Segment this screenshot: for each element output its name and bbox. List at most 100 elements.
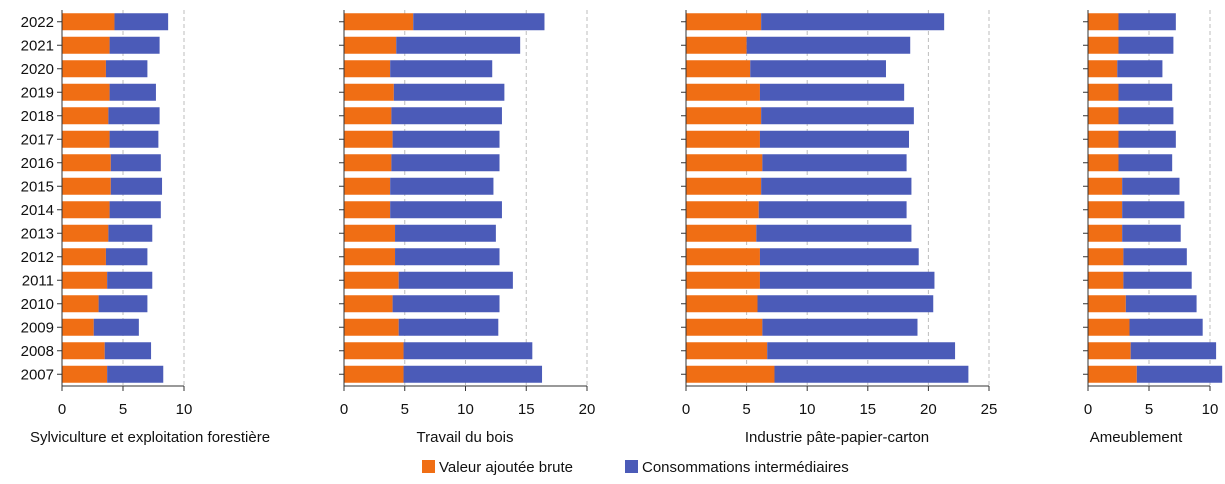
bar-vab-2016 [1088, 154, 1119, 172]
panel-title: Sylviculture et exploitation forestière [30, 429, 270, 446]
bar-ci-2018 [391, 107, 502, 125]
year-label: 2010 [21, 296, 54, 313]
bar-ci-2013 [756, 224, 912, 242]
bar-ci-2007 [107, 365, 164, 383]
bar-ci-2015 [110, 177, 163, 195]
year-label: 2013 [21, 225, 54, 242]
panel-4: 0 5 10 Ameublement [1083, 10, 1223, 446]
bar-vab-2021 [686, 36, 747, 54]
bar-vab-2021 [1088, 36, 1119, 54]
year-label: 2015 [21, 178, 54, 195]
bar-ci-2019 [759, 83, 905, 101]
bar-vab-2012 [686, 248, 760, 266]
bar-ci-2013 [395, 224, 496, 242]
bar-vab-2007 [686, 365, 775, 383]
bar-vab-2008 [686, 342, 768, 360]
legend: Valeur ajoutée brute Consommations inter… [422, 459, 849, 476]
bar-ci-2016 [391, 154, 500, 172]
legend-label-vab: Valeur ajoutée brute [439, 459, 573, 476]
bar-vab-2009 [344, 318, 399, 336]
bar-ci-2019 [1118, 83, 1173, 101]
year-label: 2012 [21, 249, 54, 266]
legend-swatch-ci [625, 460, 638, 473]
bar-ci-2017 [109, 130, 159, 148]
legend-label-ci: Consommations intermédiaires [642, 459, 849, 476]
bar-vab-2019 [344, 83, 394, 101]
year-label: 2021 [21, 37, 54, 54]
year-label: 2016 [21, 155, 54, 172]
bar-vab-2019 [686, 83, 760, 101]
bar-ci-2015 [390, 177, 494, 195]
bar-vab-2014 [1088, 201, 1123, 219]
bar-ci-2015 [761, 177, 912, 195]
year-label: 2019 [21, 84, 54, 101]
bar-vab-2011 [1088, 271, 1124, 289]
bar-ci-2022 [413, 13, 545, 31]
bar-vab-2007 [1088, 365, 1137, 383]
x-tick-label: 5 [401, 401, 409, 418]
bar-vab-2008 [1088, 342, 1131, 360]
bar-ci-2014 [109, 201, 161, 219]
bar-vab-2020 [1088, 60, 1118, 78]
bar-vab-2022 [686, 13, 762, 31]
bar-ci-2020 [390, 60, 493, 78]
bar-ci-2009 [93, 318, 139, 336]
bar-ci-2018 [761, 107, 914, 125]
year-label: 2014 [21, 202, 54, 219]
bar-vab-2013 [62, 224, 109, 242]
x-tick-label: 20 [579, 401, 596, 418]
bar-vab-2008 [62, 342, 105, 360]
bar-vab-2009 [62, 318, 94, 336]
bar-ci-2012 [395, 248, 500, 266]
bar-vab-2016 [344, 154, 392, 172]
bar-ci-2018 [1118, 107, 1174, 125]
bar-vab-2022 [1088, 13, 1119, 31]
bar-ci-2012 [105, 248, 148, 266]
year-label: 2011 [22, 272, 54, 289]
bar-vab-2021 [344, 36, 397, 54]
year-label: 2009 [21, 319, 54, 336]
x-tick-label: 0 [682, 401, 690, 418]
bar-ci-2008 [403, 342, 533, 360]
bar-ci-2022 [1118, 13, 1176, 31]
bar-vab-2007 [344, 365, 404, 383]
bar-ci-2016 [1118, 154, 1173, 172]
bar-ci-2014 [1122, 201, 1185, 219]
bar-vab-2017 [62, 130, 110, 148]
bar-vab-2013 [1088, 224, 1123, 242]
x-tick-label: 10 [799, 401, 816, 418]
bar-vab-2017 [686, 130, 760, 148]
bar-ci-2008 [767, 342, 956, 360]
bar-ci-2009 [398, 318, 499, 336]
x-tick-label: 0 [1084, 401, 1092, 418]
bar-vab-2017 [344, 130, 393, 148]
bar-ci-2008 [104, 342, 152, 360]
bar-ci-2011 [107, 271, 153, 289]
x-tick-label: 10 [1202, 401, 1219, 418]
bar-vab-2015 [62, 177, 111, 195]
bar-vab-2018 [1088, 107, 1119, 125]
panel-2: 0 5 10 15 20 Travail du bois [339, 10, 595, 446]
bar-ci-2021 [1118, 36, 1174, 54]
bar-vab-2018 [344, 107, 392, 125]
bar-vab-2022 [62, 13, 115, 31]
bar-ci-2021 [109, 36, 160, 54]
bar-vab-2010 [1088, 295, 1126, 313]
x-tick-label: 15 [859, 401, 876, 418]
bar-ci-2020 [105, 60, 148, 78]
bar-ci-2020 [750, 60, 886, 78]
bar-ci-2011 [759, 271, 935, 289]
bar-vab-2012 [1088, 248, 1124, 266]
bar-vab-2016 [62, 154, 111, 172]
bar-vab-2009 [1088, 318, 1130, 336]
bar-vab-2022 [344, 13, 414, 31]
x-tick-label: 10 [176, 401, 193, 418]
bar-vab-2010 [686, 295, 758, 313]
bar-ci-2011 [398, 271, 513, 289]
bar-ci-2016 [110, 154, 161, 172]
bar-ci-2010 [98, 295, 148, 313]
bar-vab-2011 [62, 271, 108, 289]
year-label: 2017 [21, 131, 54, 148]
bar-vab-2007 [62, 365, 108, 383]
